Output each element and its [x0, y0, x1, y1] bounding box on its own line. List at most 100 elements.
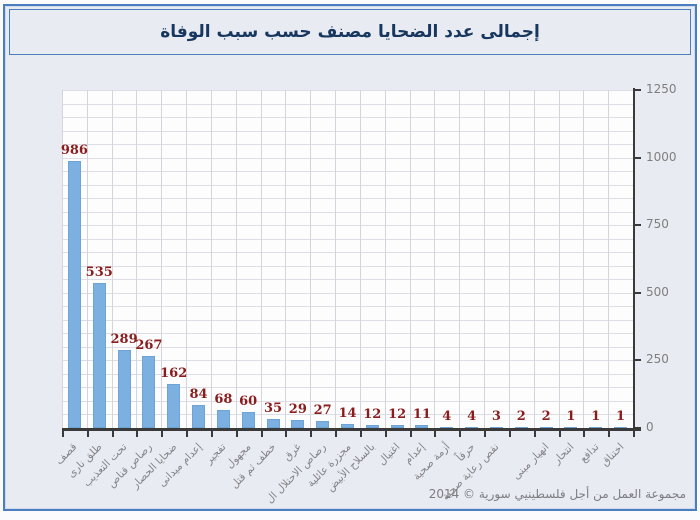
y-axis-tick-label: 0 — [646, 420, 654, 434]
x-axis-tick — [86, 431, 89, 437]
gridline-horizontal — [62, 292, 633, 294]
gridline-vertical — [111, 90, 113, 428]
gridline-horizontal — [62, 171, 633, 173]
gridline-vertical — [533, 90, 535, 428]
x-axis-tick — [62, 431, 64, 437]
gridline-horizontal — [62, 238, 633, 240]
bar — [117, 349, 131, 428]
bar — [216, 409, 230, 428]
bar-value-label: 12 — [388, 406, 407, 422]
gridline-vertical — [409, 90, 411, 428]
gridline-horizontal — [62, 225, 633, 227]
gridline-vertical — [161, 90, 163, 428]
bar — [92, 283, 106, 428]
gridline-vertical — [558, 90, 560, 428]
gridline-horizontal — [62, 117, 633, 119]
gridline-horizontal — [62, 144, 633, 146]
bar-value-label: 60 — [239, 393, 258, 409]
y-axis-tick — [635, 224, 641, 227]
y-axis-tick — [635, 156, 641, 159]
bar-value-label: 35 — [263, 400, 283, 416]
gridline-vertical — [608, 90, 610, 428]
gridline-horizontal — [62, 103, 633, 105]
bar-value-label: 2 — [541, 409, 551, 424]
bar — [241, 411, 255, 428]
bar-value-label: 986 — [60, 143, 88, 159]
bar — [67, 161, 81, 428]
gridline-vertical — [136, 90, 138, 428]
bar — [142, 355, 156, 428]
bar-value-label: 2 — [516, 409, 526, 424]
x-axis-tick — [310, 431, 313, 437]
gridline-horizontal — [62, 400, 633, 402]
source-caption: مجموعة العمل من أجل فلسطينيي سورية © 201… — [428, 487, 686, 501]
gridline-horizontal — [62, 265, 633, 267]
x-axis-tick — [608, 431, 611, 437]
x-axis-tick — [210, 431, 213, 437]
gridline-vertical — [434, 90, 436, 428]
y-axis-tick-label: 1000 — [646, 149, 677, 164]
gridline-vertical — [235, 90, 237, 428]
bar-value-label: 535 — [85, 265, 113, 281]
bar-value-label: 3 — [491, 409, 501, 424]
gridline-vertical — [384, 90, 386, 428]
gridline-vertical — [459, 90, 461, 428]
bar-value-label: 4 — [442, 408, 452, 424]
x-axis-tick — [260, 431, 263, 437]
x-axis-tick — [633, 431, 635, 437]
x-axis-tick — [508, 431, 511, 437]
gridline-horizontal — [62, 211, 633, 213]
bar-value-label: 11 — [412, 407, 432, 423]
x-axis-tick — [558, 431, 561, 437]
gridline-horizontal — [62, 279, 633, 281]
gridline-horizontal — [62, 157, 633, 159]
bar-value-label: 289 — [110, 331, 138, 347]
bar — [341, 424, 354, 428]
x-axis-tick — [359, 431, 362, 437]
x-axis-tick — [111, 431, 114, 437]
bar-value-label: 14 — [338, 406, 357, 422]
bar — [316, 420, 330, 428]
chart-title: إجمالى عدد الضحايا مصنف حسب سبب الوفاة — [160, 22, 540, 42]
x-axis-tick — [335, 431, 338, 437]
x-axis-tick — [161, 431, 164, 437]
gridline-vertical — [285, 90, 287, 428]
y-axis-tick — [635, 291, 641, 294]
x-axis-tick — [235, 431, 238, 437]
x-axis-tick — [484, 431, 487, 437]
bar-value-label: 84 — [189, 387, 208, 403]
gridline-vertical — [210, 90, 212, 428]
bar — [266, 418, 280, 428]
bar-value-label: 1 — [591, 409, 601, 424]
gridline-horizontal — [62, 252, 633, 254]
gridline-vertical — [86, 90, 88, 428]
gridline-horizontal — [62, 360, 633, 362]
y-axis-tick-label: 500 — [646, 284, 669, 299]
title-box: إجمالى عدد الضحايا مصنف حسب سبب الوفاة — [9, 9, 691, 55]
gridline-horizontal — [62, 333, 633, 335]
x-axis-tick — [285, 431, 288, 437]
x-axis-tick — [459, 431, 462, 437]
gridline-vertical — [484, 90, 486, 428]
x-axis-tick — [434, 431, 437, 437]
gridline-vertical — [335, 90, 337, 428]
y-axis-tick — [635, 359, 641, 362]
bar — [390, 424, 404, 428]
gridline-vertical — [359, 90, 361, 428]
gridline-vertical — [260, 90, 262, 428]
bar — [192, 405, 206, 428]
bar-value-label: 1 — [616, 409, 626, 424]
gridline-horizontal — [62, 198, 633, 200]
bar-value-label: 29 — [288, 402, 307, 418]
bar — [415, 425, 429, 428]
gridline-vertical — [583, 90, 585, 428]
gridline-horizontal — [62, 346, 633, 348]
gridline-horizontal — [62, 90, 633, 91]
bar-value-label: 267 — [135, 337, 163, 353]
y-axis-tick-label: 250 — [646, 352, 669, 367]
gridline-horizontal — [62, 306, 633, 308]
x-axis-tick — [136, 431, 139, 437]
y-axis-tick-label: 750 — [646, 217, 669, 232]
